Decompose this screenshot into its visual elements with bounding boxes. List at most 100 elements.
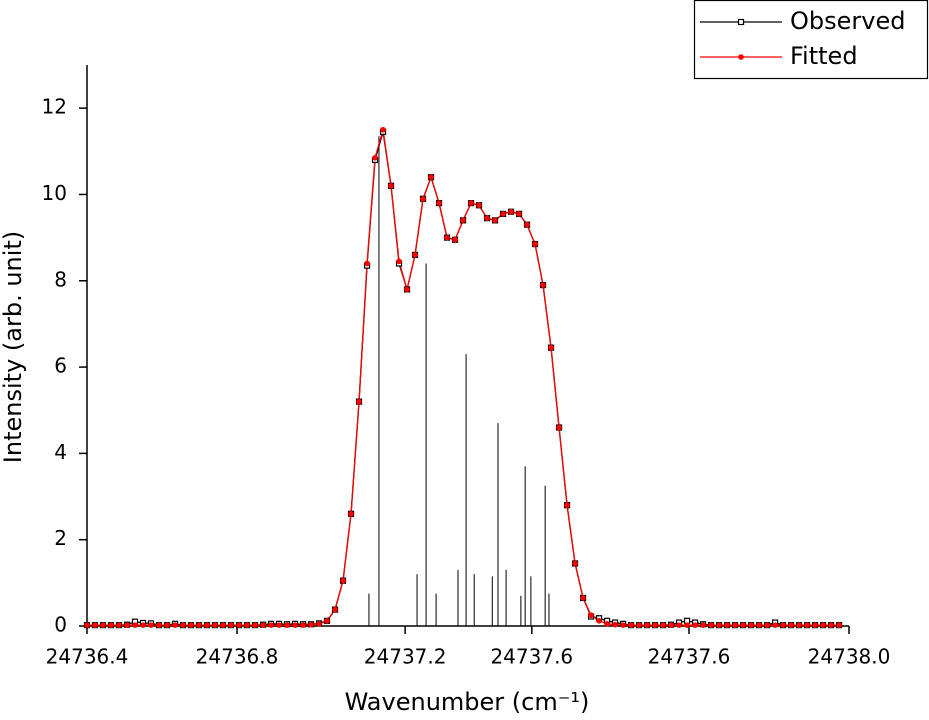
data-point xyxy=(660,622,666,628)
y-tick-label: 8 xyxy=(54,267,67,291)
x-tick-label: 24737.6 xyxy=(490,645,573,669)
data-point xyxy=(100,622,106,628)
data-point xyxy=(732,622,738,628)
data-point xyxy=(588,612,594,619)
data-point xyxy=(836,622,842,628)
data-point xyxy=(628,622,634,628)
data-point xyxy=(724,622,730,628)
data-point xyxy=(388,183,394,189)
data-point xyxy=(556,424,562,431)
data-point xyxy=(820,622,826,628)
data-point xyxy=(468,200,474,206)
series-line xyxy=(87,131,840,626)
data-point xyxy=(524,221,530,228)
data-point xyxy=(436,200,442,206)
x-tick-label: 24737.6 xyxy=(648,645,731,669)
data-point xyxy=(396,258,402,265)
data-point xyxy=(692,622,698,628)
y-tick-label: 6 xyxy=(54,354,67,378)
data-point xyxy=(452,236,458,243)
data-point xyxy=(716,622,722,628)
data-point xyxy=(636,622,642,628)
data-point xyxy=(260,622,266,628)
x-axis-label: Wavenumber (cm⁻¹) xyxy=(345,688,590,716)
data-point xyxy=(140,622,146,628)
data-point xyxy=(268,622,274,628)
data-point xyxy=(788,622,794,628)
data-point xyxy=(420,195,426,202)
data-point xyxy=(156,622,162,628)
data-point xyxy=(300,622,306,628)
data-point xyxy=(324,618,330,624)
data-point xyxy=(596,618,602,624)
data-point xyxy=(684,622,690,628)
legend-marker xyxy=(738,54,744,60)
data-point xyxy=(548,344,554,351)
data-point xyxy=(612,621,618,628)
data-point xyxy=(404,286,410,293)
data-point xyxy=(516,211,522,217)
data-point xyxy=(508,208,514,215)
data-point xyxy=(428,174,434,180)
data-point xyxy=(180,622,186,628)
data-point xyxy=(292,622,298,628)
data-point xyxy=(228,622,234,628)
x-tick-label: 24736.8 xyxy=(196,645,279,669)
legend-label: Observed xyxy=(790,7,905,35)
data-point xyxy=(380,126,386,133)
data-point xyxy=(284,622,290,628)
data-point xyxy=(188,622,194,628)
y-tick-label: 0 xyxy=(54,613,67,637)
data-point xyxy=(164,622,170,628)
y-axis-label: Intensity (arb. unit) xyxy=(0,231,27,463)
data-point xyxy=(804,622,810,628)
data-point xyxy=(644,622,650,628)
data-point xyxy=(84,622,90,628)
data-point xyxy=(492,217,498,224)
data-point xyxy=(756,622,762,628)
data-point xyxy=(236,622,242,628)
data-point xyxy=(92,622,98,628)
data-point xyxy=(780,622,786,628)
data-point xyxy=(476,202,482,209)
data-point xyxy=(564,502,570,508)
y-tick-label: 4 xyxy=(54,440,67,464)
data-point xyxy=(700,622,706,628)
data-point xyxy=(196,622,202,628)
data-point xyxy=(500,211,506,217)
data-point xyxy=(668,622,674,628)
y-tick-label: 12 xyxy=(42,95,67,119)
data-point xyxy=(220,622,226,628)
data-point xyxy=(252,622,258,628)
legend-marker xyxy=(737,18,745,26)
series-line xyxy=(87,129,840,626)
data-point xyxy=(708,622,714,628)
data-point xyxy=(412,252,418,258)
data-point xyxy=(652,622,658,628)
data-point xyxy=(276,622,282,628)
x-tick-label: 24736.4 xyxy=(46,645,129,669)
data-point xyxy=(372,154,378,161)
data-point xyxy=(356,398,362,405)
data-point xyxy=(124,622,130,628)
data-point xyxy=(604,621,610,627)
x-tick-label: 24737.2 xyxy=(364,645,447,669)
data-point xyxy=(460,217,466,224)
data-point xyxy=(332,606,338,613)
data-point xyxy=(764,622,770,628)
x-tick-label: 24738.0 xyxy=(808,645,891,669)
legend-label: Fitted xyxy=(790,42,858,70)
data-point xyxy=(812,622,818,628)
data-point xyxy=(796,622,802,628)
data-point xyxy=(540,282,546,288)
data-point xyxy=(132,622,138,628)
data-point xyxy=(348,511,354,517)
data-point xyxy=(772,622,778,628)
data-point xyxy=(212,622,218,628)
data-point xyxy=(204,622,210,628)
data-point xyxy=(620,622,626,628)
y-tick-label: 10 xyxy=(42,181,67,205)
data-point xyxy=(676,622,682,628)
